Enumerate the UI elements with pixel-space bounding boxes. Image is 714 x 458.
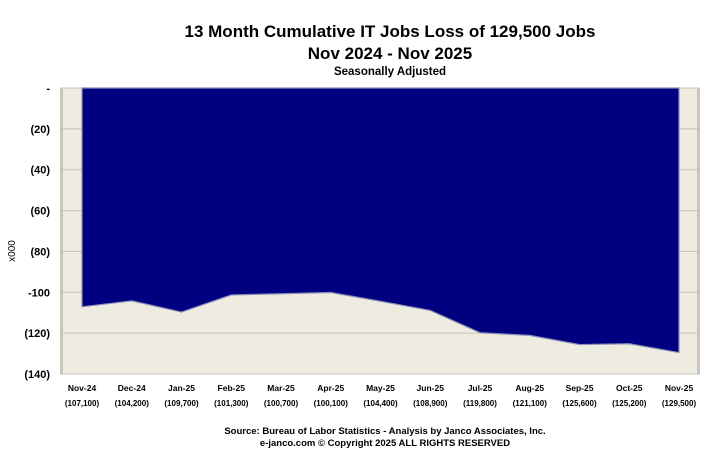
plot-wall-right (697, 88, 700, 374)
x-tick-label: Jan-25 (168, 383, 195, 393)
data-label: (100,100) (314, 399, 349, 408)
x-tick-label: Jun-25 (417, 383, 445, 393)
data-label: (108,900) (413, 399, 448, 408)
chart-title: 13 Month Cumulative IT Jobs Loss of 129,… (184, 22, 596, 41)
source-note: Source: Bureau of Labor Statistics - Ana… (224, 426, 546, 437)
y-axis: - (20) (40) (60) (80) -100 (120) (140) (24, 83, 50, 381)
data-label: (109,700) (164, 399, 199, 408)
area-chart: - (20) (40) (60) (80) -100 (120) (140) Nov-24 (1… (7, 83, 700, 408)
x-tick-label: Nov-25 (665, 383, 694, 393)
x-tick-label: Nov-24 (68, 383, 97, 393)
y-axis-label: x000 (7, 240, 18, 262)
y-tick-label: (60) (30, 206, 50, 218)
data-label: (107,100) (65, 399, 100, 408)
y-tick-label: (80) (30, 246, 50, 258)
x-tick-label: Feb-25 (218, 383, 246, 393)
plot-wall-left (60, 88, 63, 374)
x-tick-label: Mar-25 (267, 383, 295, 393)
x-tick-label: Aug-25 (515, 383, 544, 393)
chart-subtitle-dates: Nov 2024 - Nov 2025 (307, 44, 473, 63)
x-tick-label: Sep-25 (566, 383, 594, 393)
y-tick-label: -100 (28, 287, 50, 299)
x-tick-label: Jul-25 (468, 383, 493, 393)
y-tick-label: - (46, 83, 50, 95)
data-label: (121,100) (513, 399, 548, 408)
x-tick-label: Oct-25 (616, 383, 643, 393)
series-area (81, 87, 680, 354)
y-tick-label: (140) (24, 369, 50, 381)
copyright-note: e-janco.com © Copyright 2025 ALL RIGHTS … (259, 438, 511, 449)
y-tick-label: (20) (30, 124, 50, 136)
chart-subtitle: Seasonally Adjusted (333, 66, 447, 78)
y-tick-label: (120) (24, 328, 50, 340)
data-label: (125,200) (612, 399, 647, 408)
y-tick-label: (40) (30, 165, 50, 177)
data-label: (129,500) (662, 399, 697, 408)
x-tick-label: Dec-24 (118, 383, 146, 393)
x-tick-label: May-25 (366, 383, 395, 393)
data-label: (101,300) (214, 399, 249, 408)
data-label: (104,400) (363, 399, 398, 408)
plot-area (60, 87, 700, 375)
data-label: (100,700) (264, 399, 299, 408)
data-label: (119,800) (463, 399, 497, 408)
data-label: (104,200) (115, 399, 150, 408)
data-label: (125,600) (562, 399, 597, 408)
x-axis: Nov-24 (107,100) Dec-24 (104,200) Jan-25 (109… (65, 383, 697, 408)
x-tick-label: Apr-25 (317, 383, 344, 393)
